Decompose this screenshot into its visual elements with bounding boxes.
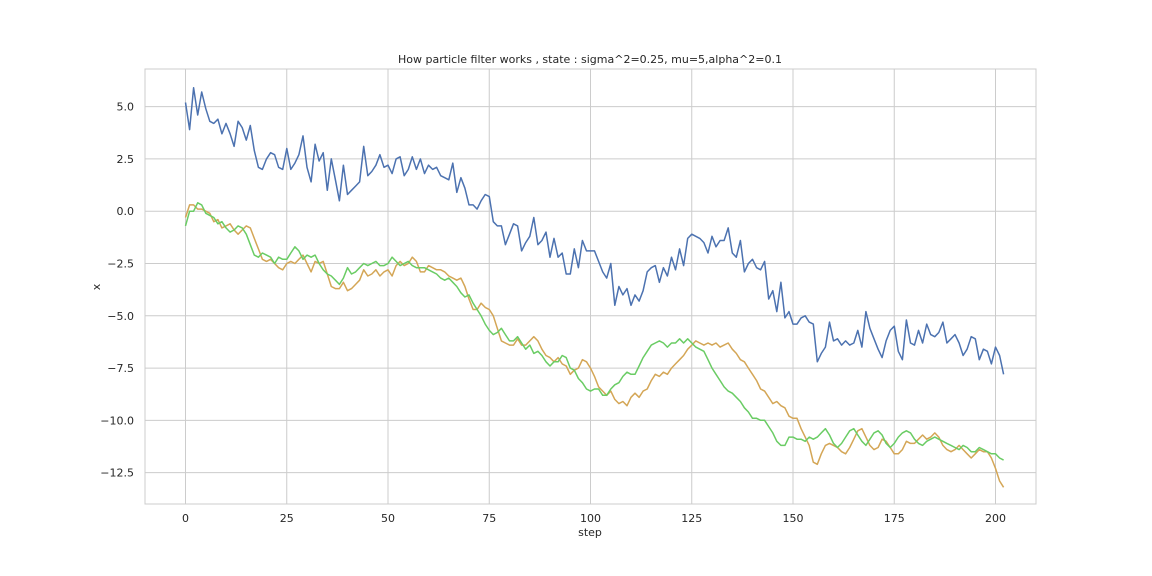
y-tick-label: −10.0 bbox=[100, 414, 134, 427]
y-tick-label: −7.5 bbox=[107, 362, 134, 375]
x-tick-label: 150 bbox=[783, 512, 804, 525]
plot-area-frame bbox=[144, 68, 1037, 505]
series-line-blue bbox=[184, 87, 1005, 375]
x-tick-label: 200 bbox=[985, 512, 1006, 525]
x-tick-label: 25 bbox=[280, 512, 294, 525]
y-tick-label: 5.0 bbox=[117, 101, 135, 114]
x-tick-label: 0 bbox=[182, 512, 189, 525]
x-axis-label: step bbox=[578, 526, 602, 539]
y-tick-label: 0.0 bbox=[117, 205, 135, 218]
chart-title: How particle filter works , state : sigm… bbox=[398, 53, 782, 66]
x-tick-label: 50 bbox=[381, 512, 395, 525]
series-line-green bbox=[184, 202, 1004, 461]
y-tick-label: −5.0 bbox=[107, 310, 134, 323]
x-tick-label: 75 bbox=[482, 512, 496, 525]
tick-labels: 0 25 50 75 100 125 150 175 200 5.0 2.5 0.0 −2.5 −5.0 −… bbox=[100, 101, 1006, 525]
series-line-orange bbox=[184, 204, 1005, 488]
x-tick-label: 100 bbox=[580, 512, 601, 525]
y-axis-label: x bbox=[90, 283, 103, 290]
grid bbox=[145, 69, 1036, 504]
x-tick-label: 125 bbox=[681, 512, 702, 525]
y-tick-label: 2.5 bbox=[117, 153, 135, 166]
series-lines bbox=[184, 87, 1005, 488]
x-tick-label: 175 bbox=[884, 512, 905, 525]
y-tick-label: −12.5 bbox=[100, 467, 134, 480]
y-tick-label: −2.5 bbox=[107, 257, 134, 270]
